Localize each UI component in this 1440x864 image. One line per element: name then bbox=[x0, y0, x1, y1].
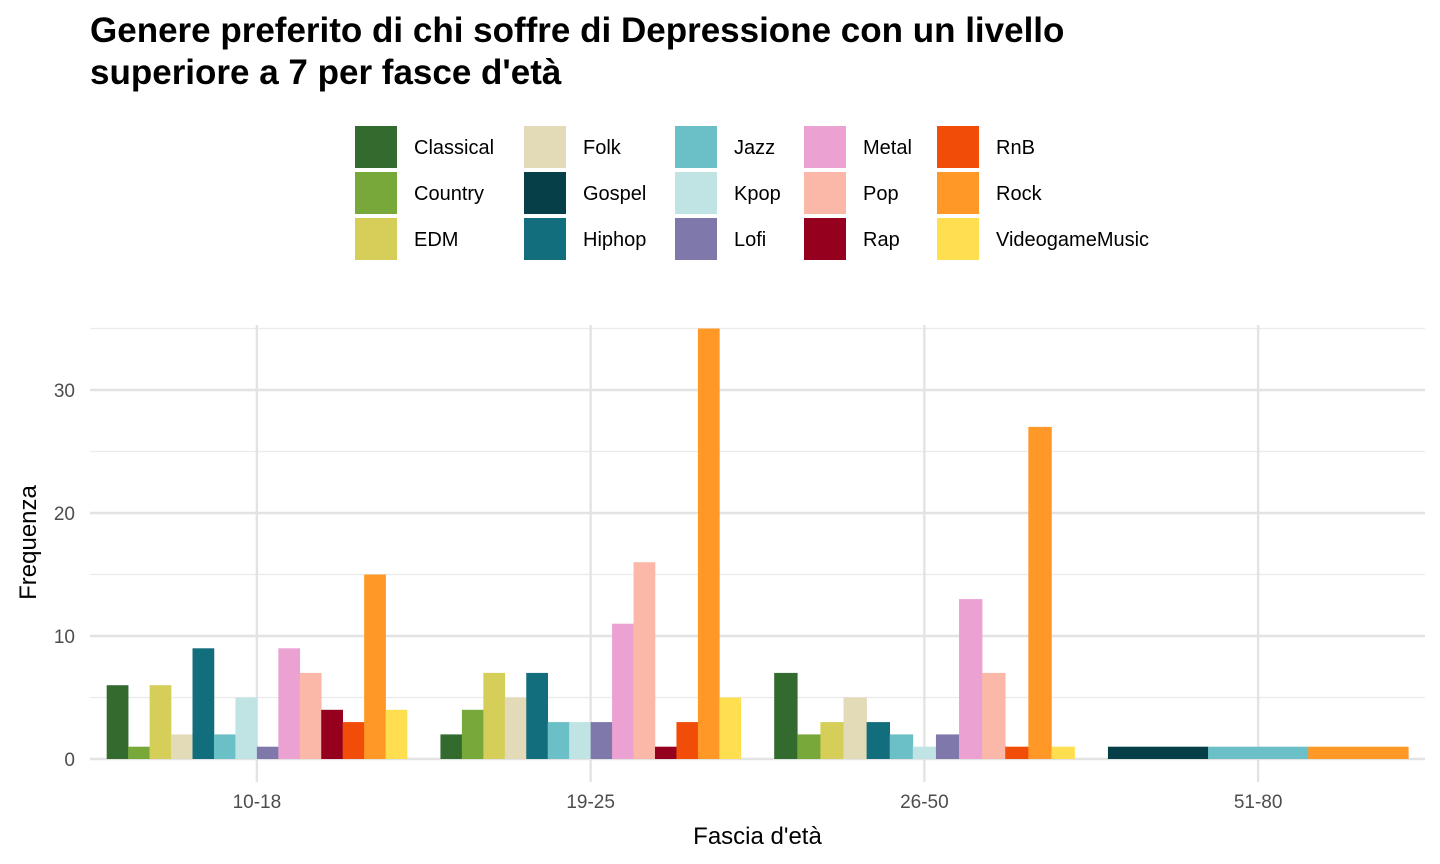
y-tick-label: 20 bbox=[54, 504, 75, 525]
bar-folk-26-50 bbox=[843, 697, 867, 759]
bar-hiphop-26-50 bbox=[866, 722, 891, 759]
bar-jazz-19-25 bbox=[547, 722, 570, 759]
bar-kpop-19-25 bbox=[569, 722, 591, 759]
chart-title-line-1: Genere preferito di chi soffre di Depres… bbox=[90, 11, 1065, 50]
legend-key-country bbox=[355, 172, 397, 214]
bar-pop-10-18 bbox=[299, 672, 322, 759]
legend-label-lofi: Lofi bbox=[734, 229, 766, 251]
legend-label-edm: EDM bbox=[414, 229, 458, 251]
legend-key-rap bbox=[804, 218, 846, 260]
legend-key-hiphop bbox=[524, 218, 566, 260]
legend-label-metal: Metal bbox=[863, 137, 912, 159]
legend-key-rock bbox=[937, 172, 979, 214]
bar-folk-19-25 bbox=[504, 697, 527, 759]
legend-key-lofi bbox=[675, 218, 717, 260]
legend-label-rock: Rock bbox=[996, 183, 1043, 205]
legend-key-folk bbox=[524, 126, 566, 168]
bar-rock-51-80 bbox=[1308, 746, 1409, 759]
y-tick-label: 30 bbox=[54, 381, 75, 402]
legend-label-country: Country bbox=[414, 183, 484, 205]
y-axis-title: Frequenza bbox=[15, 484, 42, 599]
bar-metal-10-18 bbox=[278, 648, 301, 759]
bar-rock-19-25 bbox=[697, 328, 720, 759]
bar-country-26-50 bbox=[797, 734, 821, 759]
bar-gospel-51-80 bbox=[1107, 746, 1209, 759]
legend-key-gospel bbox=[524, 172, 566, 214]
bar-rnb-10-18 bbox=[342, 722, 365, 759]
bar-classical-10-18 bbox=[106, 685, 129, 759]
bar-metal-26-50 bbox=[959, 599, 983, 759]
y-tick-label: 0 bbox=[64, 750, 75, 771]
bar-lofi-26-50 bbox=[935, 734, 960, 759]
legend-key-pop bbox=[804, 172, 846, 214]
bar-lofi-10-18 bbox=[256, 746, 279, 759]
bar-rock-26-50 bbox=[1028, 426, 1052, 759]
y-tick-label: 10 bbox=[54, 627, 75, 648]
bar-edm-26-50 bbox=[820, 722, 844, 759]
bar-classical-19-25 bbox=[440, 734, 463, 759]
bar-jazz-26-50 bbox=[889, 734, 914, 759]
legend-label-folk: Folk bbox=[583, 137, 622, 159]
x-tick-label: 10-18 bbox=[233, 792, 282, 813]
bar-rap-19-25 bbox=[654, 746, 677, 759]
bar-rock-10-18 bbox=[364, 574, 386, 759]
bar-classical-26-50 bbox=[774, 672, 798, 759]
bar-country-10-18 bbox=[128, 746, 150, 759]
bar-country-19-25 bbox=[461, 709, 484, 759]
bar-metal-19-25 bbox=[612, 623, 634, 759]
legend-key-classical bbox=[355, 126, 397, 168]
bar-pop-26-50 bbox=[982, 672, 1006, 759]
bar-rap-10-18 bbox=[321, 709, 343, 759]
legend-key-jazz bbox=[675, 126, 717, 168]
bar-pop-19-25 bbox=[633, 562, 656, 759]
bar-jazz-51-80 bbox=[1208, 746, 1309, 759]
bar-hiphop-10-18 bbox=[192, 648, 215, 759]
bar-kpop-26-50 bbox=[912, 746, 937, 759]
bar-edm-19-25 bbox=[483, 672, 506, 759]
x-tick-label: 19-25 bbox=[566, 792, 615, 813]
x-axis-title: Fascia d'età bbox=[693, 823, 822, 850]
legend-key-kpop bbox=[675, 172, 717, 214]
legend-key-metal bbox=[804, 126, 846, 168]
legend-label-rap: Rap bbox=[863, 229, 900, 251]
bar-rnb-19-25 bbox=[676, 722, 699, 759]
x-tick-label: 26-50 bbox=[900, 792, 949, 813]
legend-label-kpop: Kpop bbox=[734, 183, 781, 205]
bar-videogamemusic-10-18 bbox=[385, 709, 408, 759]
legend-label-jazz: Jazz bbox=[734, 137, 775, 159]
legend-key-videogamemusic bbox=[937, 218, 979, 260]
x-tick-label: 51-80 bbox=[1234, 792, 1283, 813]
chart-title: Genere preferito di chi soffre di Depres… bbox=[90, 10, 1390, 94]
bar-videogamemusic-26-50 bbox=[1051, 746, 1075, 759]
legend-label-videogamemusic: VideogameMusic bbox=[996, 229, 1149, 251]
bar-rnb-26-50 bbox=[1005, 746, 1029, 759]
bar-folk-10-18 bbox=[171, 734, 193, 759]
chart-title-line-2: superiore a 7 per fasce d'età bbox=[90, 53, 562, 92]
bar-edm-10-18 bbox=[149, 685, 172, 759]
legend-label-rnb: RnB bbox=[996, 137, 1035, 159]
legend-label-hiphop: Hiphop bbox=[583, 229, 646, 251]
bar-jazz-10-18 bbox=[213, 734, 236, 759]
legend-label-gospel: Gospel bbox=[583, 183, 646, 205]
legend-key-rnb bbox=[937, 126, 979, 168]
bar-hiphop-19-25 bbox=[526, 672, 549, 759]
legend-label-pop: Pop bbox=[863, 183, 899, 205]
bar-kpop-10-18 bbox=[235, 697, 258, 759]
bar-videogamemusic-19-25 bbox=[719, 697, 742, 759]
bar-lofi-19-25 bbox=[590, 722, 613, 759]
legend-key-edm bbox=[355, 218, 397, 260]
legend-label-classical: Classical bbox=[414, 137, 494, 159]
